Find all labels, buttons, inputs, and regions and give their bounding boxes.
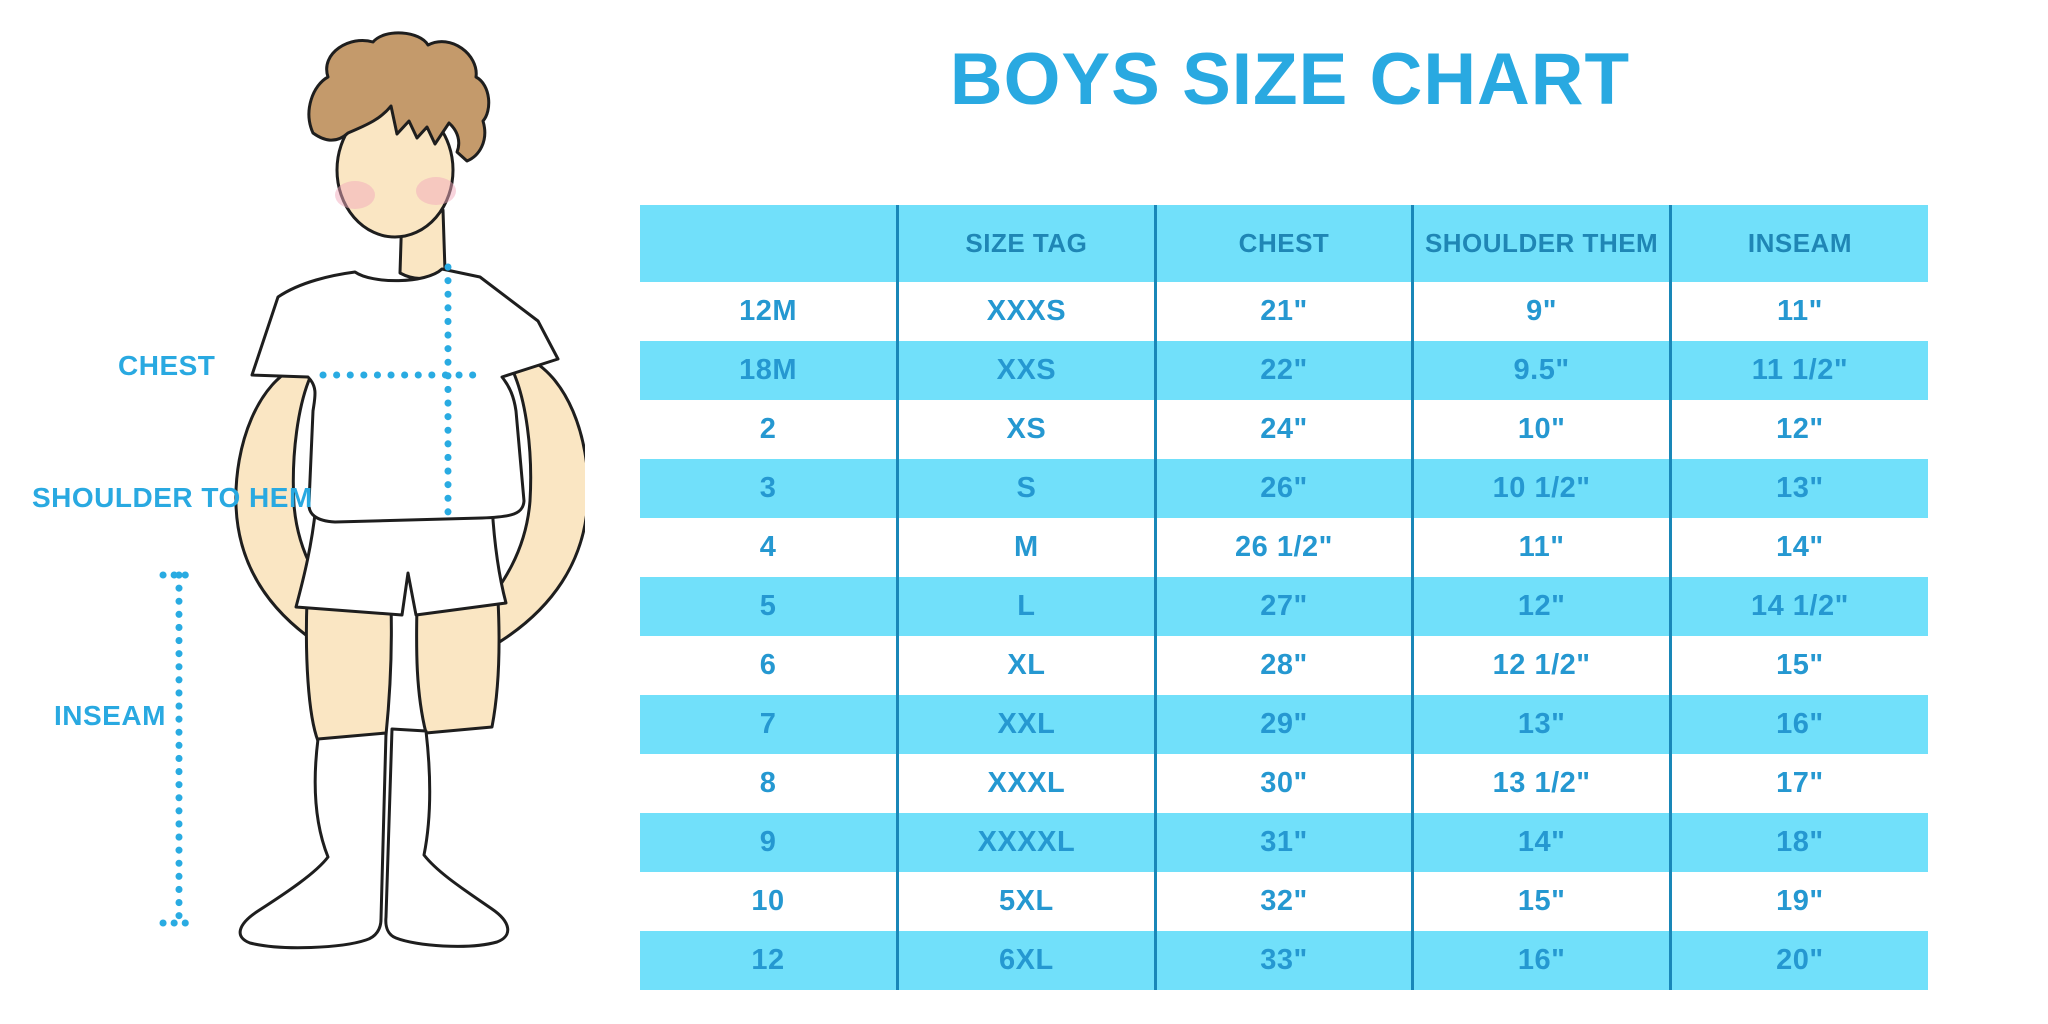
size-chart-table: SIZE TAG CHEST SHOULDER THEM INSEAM 12M XXXS… [640,205,1928,990]
table-cell: 12 1/2" [1411,636,1671,695]
table-row: 2 XS 24" 10" 12" [640,400,1928,459]
table-row: 7 XXL 29" 13" 16" [640,695,1928,754]
boy-figure-illustration [159,31,585,950]
table-cell: 15" [1668,636,1928,695]
table-cell: 21" [1153,282,1413,341]
table-cell: 5XL [896,872,1156,931]
table-row: 12M XXXS 21" 9" 11" [640,282,1928,341]
table-cell: 26" [1153,459,1413,518]
table-cell: 2 [640,400,898,459]
table-cell: 12" [1411,577,1671,636]
boy-blush-right [416,177,456,205]
table-cell: 11" [1668,282,1928,341]
table-row: 12 6XL 33" 16" 20" [640,931,1928,990]
column-header-chest: CHEST [1153,205,1413,282]
shoulder-to-hem-label: SHOULDER TO HEM [32,482,313,513]
table-cell: 13" [1668,459,1928,518]
boy-sock-left [238,731,388,950]
table-cell: 8 [640,754,898,813]
table-cell: 15" [1411,872,1671,931]
table-cell: 13" [1411,695,1671,754]
boy-leg-left [304,598,393,743]
table-row: 4 M 26 1/2" 11" 14" [640,518,1928,577]
table-cell: XXS [896,341,1156,400]
table-cell: XS [896,400,1156,459]
table-cell: 12" [1668,400,1928,459]
table-cell: 20" [1668,931,1928,990]
table-cell: 28" [1153,636,1413,695]
table-cell: M [896,518,1156,577]
table-cell: L [896,577,1156,636]
table-cell: 14 1/2" [1668,577,1928,636]
table-cell: 16" [1411,931,1671,990]
table-cell: XXXL [896,754,1156,813]
boy-blush-left [335,181,375,209]
table-cell: 3 [640,459,898,518]
boy-leg-right [415,598,501,735]
table-cell: 10 1/2" [1411,459,1671,518]
table-cell: 18M [640,341,898,400]
table-cell: 24" [1153,400,1413,459]
table-cell: 33" [1153,931,1413,990]
table-cell: 27" [1153,577,1413,636]
table-cell: S [896,459,1156,518]
table-row: 3 S 26" 10 1/2" 13" [640,459,1928,518]
table-row: 6 XL 28" 12 1/2" 15" [640,636,1928,695]
boy-hair [307,31,491,163]
chest-label: CHEST [118,350,216,381]
page-title: BOYS SIZE CHART [949,39,1631,120]
table-cell: 18" [1668,813,1928,872]
table-cell: 7 [640,695,898,754]
table-cell: 19" [1668,872,1928,931]
column-header-size-tag: SIZE TAG [896,205,1156,282]
table-cell: 6 [640,636,898,695]
table-cell: 16" [1668,695,1928,754]
table-cell: 4 [640,518,898,577]
table-cell: XXXS [896,282,1156,341]
table-cell: 30" [1153,754,1413,813]
column-header-inseam: INSEAM [1668,205,1928,282]
table-cell: 29" [1153,695,1413,754]
header-row: SIZE TAG CHEST SHOULDER THEM INSEAM [640,205,1928,282]
table-cell: 12 [640,931,898,990]
table-cell: 6XL [896,931,1156,990]
table-cell: 12M [640,282,898,341]
table-row: 9 XXXXL 31" 14" 18" [640,813,1928,872]
table-cell: 32" [1153,872,1413,931]
column-header-size [640,205,898,282]
column-header-shoulder-them: SHOULDER THEM [1411,205,1671,282]
table-cell: 9.5" [1411,341,1671,400]
table-cell: 26 1/2" [1153,518,1413,577]
table-row: 10 5XL 32" 15" 19" [640,872,1928,931]
table-row: 5 L 27" 12" 14 1/2" [640,577,1928,636]
table-cell: 10 [640,872,898,931]
table-cell: 31" [1153,813,1413,872]
size-chart-body: 12M XXXS 21" 9" 11" 18M XXS 22" 9.5" 11 1/2" 2 XS 24… [640,282,1928,990]
table-cell: 9" [1411,282,1671,341]
boy-sock-right [384,727,510,948]
table-cell: XL [896,636,1156,695]
table-cell: 5 [640,577,898,636]
table-cell: 17" [1668,754,1928,813]
table-cell: 14" [1411,813,1671,872]
inseam-label: INSEAM [54,700,166,731]
table-cell: 10" [1411,400,1671,459]
table-cell: 11" [1411,518,1671,577]
table-cell: 9 [640,813,898,872]
table-cell: 11 1/2" [1668,341,1928,400]
table-cell: XXXXL [896,813,1156,872]
boy-shorts [294,503,508,617]
table-row: 18M XXS 22" 9.5" 11 1/2" [640,341,1928,400]
size-chart-header: SIZE TAG CHEST SHOULDER THEM INSEAM [640,205,1928,282]
table-cell: 13 1/2" [1411,754,1671,813]
table-row: 8 XXXL 30" 13 1/2" 17" [640,754,1928,813]
table-cell: 14" [1668,518,1928,577]
table-cell: 22" [1153,341,1413,400]
table-cell: XXL [896,695,1156,754]
